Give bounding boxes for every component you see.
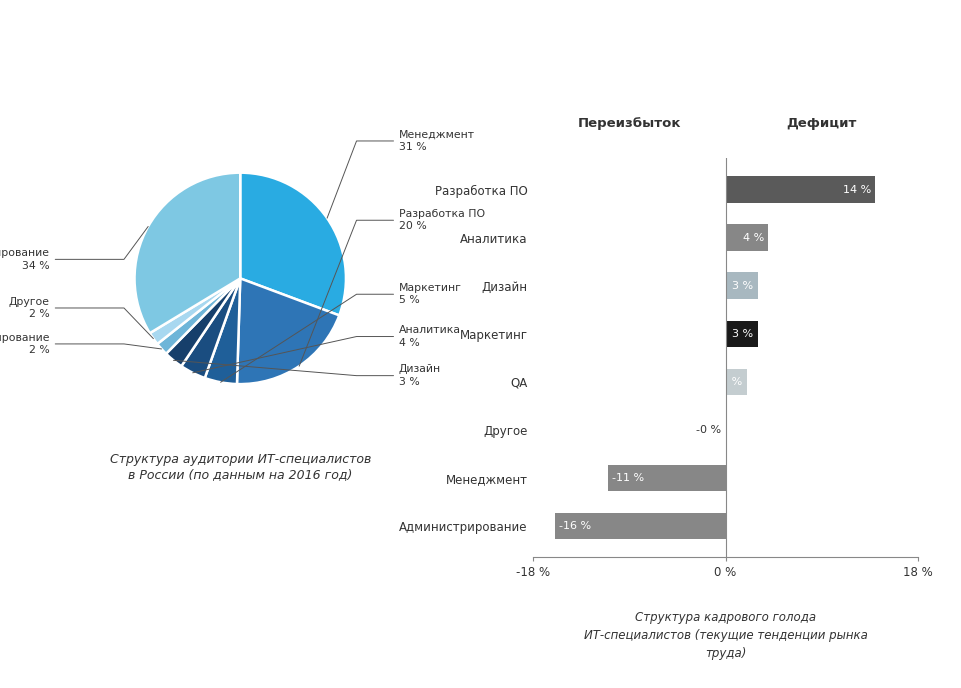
Text: Структура аудитории ИТ-специалистов
в России (по данным на 2016 год): Структура аудитории ИТ-специалистов в Ро… (110, 453, 371, 481)
Wedge shape (158, 279, 240, 354)
Text: -11 %: -11 % (612, 473, 645, 483)
Text: -0 %: -0 % (696, 424, 722, 435)
Bar (554, 513, 726, 539)
Text: -16 %: -16 % (559, 521, 591, 531)
Bar (726, 369, 747, 395)
Wedge shape (237, 279, 339, 384)
Text: Структура кадрового голода
ИТ-специалистов (текущие тенденции рынка
труда): Структура кадрового голода ИТ-специалист… (583, 612, 868, 660)
Text: Аналитика
4 %: Аналитика 4 % (399, 325, 461, 347)
Text: Маркетинг
5 %: Маркетинг 5 % (399, 283, 461, 305)
Text: Дизайн
3 %: Дизайн 3 % (399, 365, 441, 387)
Text: 2 %: 2 % (722, 377, 743, 387)
Text: Разработка ПО
20 %: Разработка ПО 20 % (399, 209, 485, 231)
Text: 4 %: 4 % (743, 233, 764, 243)
Wedge shape (182, 279, 240, 378)
Bar (726, 272, 757, 299)
Bar (726, 321, 757, 347)
Bar (726, 176, 875, 203)
Wedge shape (240, 173, 346, 315)
Text: 3 %: 3 % (732, 329, 753, 338)
Wedge shape (150, 279, 240, 344)
Text: Переизбыток: Переизбыток (578, 116, 681, 129)
Bar (608, 464, 726, 491)
Text: 3 %: 3 % (732, 281, 753, 291)
Wedge shape (135, 173, 240, 333)
Text: Администрирование
34 %: Администрирование 34 % (0, 248, 50, 270)
Text: Тестирование
2 %: Тестирование 2 % (0, 333, 50, 355)
Wedge shape (166, 279, 240, 366)
Text: Другое
2 %: Другое 2 % (9, 297, 50, 319)
Bar (726, 224, 768, 251)
Text: Дефицит: Дефицит (786, 116, 857, 129)
Wedge shape (205, 279, 240, 384)
Text: Менеджмент
31 %: Менеджмент 31 % (399, 130, 475, 152)
Text: 14 %: 14 % (843, 184, 871, 195)
